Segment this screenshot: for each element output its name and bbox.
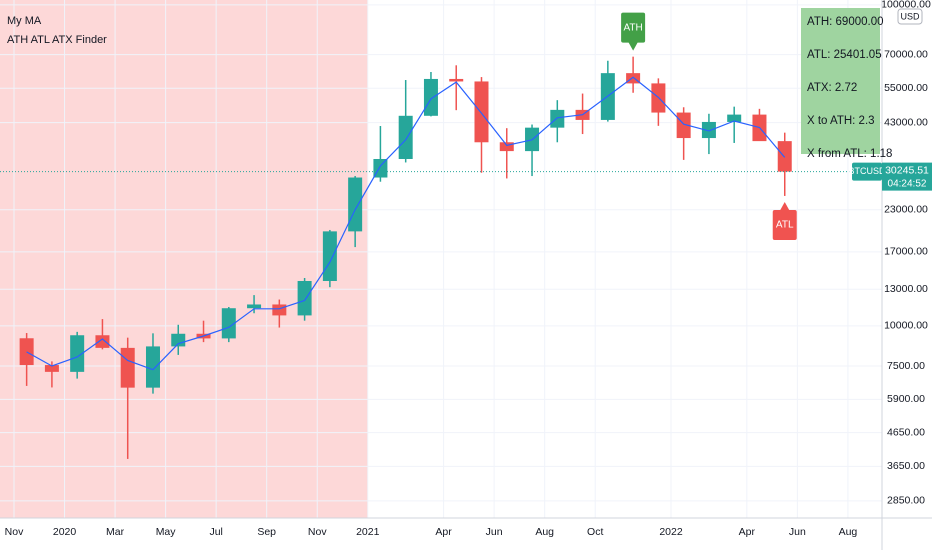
currency-label: USD (900, 11, 920, 21)
x-tick-label: Mar (106, 526, 125, 538)
y-tick-label: 7500.00 (887, 360, 925, 372)
candle-body (398, 115, 413, 159)
info-box-text: ATH: 69000.00 (807, 16, 884, 28)
y-tick-label: 5900.00 (887, 393, 925, 405)
info-box-text: ATX: 2.72 (807, 82, 857, 94)
x-tick-label: 2022 (659, 526, 683, 538)
shaded-region (0, 0, 368, 518)
candle-body (322, 231, 337, 281)
annotation-pointer (628, 41, 639, 51)
annotation-box (621, 12, 646, 43)
annotation-pointer (779, 201, 790, 211)
candle-body (676, 112, 691, 139)
candle-body (474, 81, 489, 143)
candle-body (701, 121, 716, 139)
info-box-text: X to ATH: 2.3 (807, 115, 875, 127)
candle-body (727, 114, 742, 122)
candle-body (95, 335, 110, 348)
candle-body (297, 280, 312, 316)
y-tick-label: 23000.00 (884, 204, 928, 216)
x-tick-label: May (156, 526, 177, 538)
x-tick-label: Apr (435, 526, 452, 538)
annotation-label: ATL (776, 220, 794, 231)
candle-body (550, 109, 565, 128)
candle-body (777, 141, 792, 172)
x-tick-label: Nov (308, 526, 327, 538)
y-tick-label: 17000.00 (884, 246, 928, 258)
candle-body (70, 335, 85, 372)
price-tag (882, 162, 932, 191)
y-tick-label: 55000.00 (884, 82, 928, 94)
x-tick-label: Nov (5, 526, 24, 538)
annotation-marker: ATH (621, 12, 646, 51)
currency-tag (897, 8, 923, 25)
info-box-text: ATL: 25401.05 (807, 49, 882, 61)
x-tick-label: Oct (587, 526, 603, 538)
annotation-marker: ATL (772, 201, 797, 240)
symbol-label: BTCUSD (848, 166, 886, 176)
moving-average (26, 76, 786, 371)
x-tick-label: Apr (739, 526, 756, 538)
candle-body (449, 78, 464, 82)
x-tick-label: Sep (257, 526, 276, 538)
x-tick-label: Aug (535, 526, 554, 538)
x-tick-label: Jul (209, 526, 222, 538)
candle-body (626, 73, 641, 84)
x-tick-label: Jun (789, 526, 806, 538)
candle-body (44, 365, 59, 372)
candle-body (348, 177, 363, 232)
chart-title: My MA (7, 15, 42, 27)
candle-body (247, 304, 262, 309)
countdown-label: 04:24:52 (888, 178, 927, 189)
chart-subtitle: ATH ATL ATX Finder (7, 34, 107, 46)
info-box (801, 8, 880, 154)
y-tick-label: 43000.00 (884, 116, 928, 128)
x-tick-label: Aug (839, 526, 858, 538)
info-box-text: X from ATL: 1.18 (807, 148, 892, 160)
x-tick-label: 2020 (53, 526, 77, 538)
y-tick-label: 13000.00 (884, 283, 928, 295)
candle-body (120, 347, 135, 388)
y-tick-label: 10000.00 (884, 320, 928, 332)
candle-body (145, 346, 160, 388)
candle-body (272, 304, 287, 316)
annotation-label: ATH (623, 22, 642, 33)
price-label: 30245.51 (885, 164, 929, 176)
y-tick-label: 70000.00 (884, 48, 928, 60)
y-tick-label: 100000.00 (881, 0, 931, 11)
candle-body (423, 78, 438, 116)
y-tick-label: 4650.00 (887, 426, 925, 438)
x-tick-label: 2021 (356, 526, 380, 538)
candle-body (221, 308, 236, 339)
candle-body (499, 142, 514, 152)
candle-body (19, 338, 34, 366)
x-tick-label: Jun (486, 526, 503, 538)
annotation-box (772, 209, 797, 240)
symbol-tag (852, 162, 882, 181)
y-tick-label: 2850.00 (887, 495, 925, 507)
y-tick-label: 3650.00 (887, 460, 925, 472)
